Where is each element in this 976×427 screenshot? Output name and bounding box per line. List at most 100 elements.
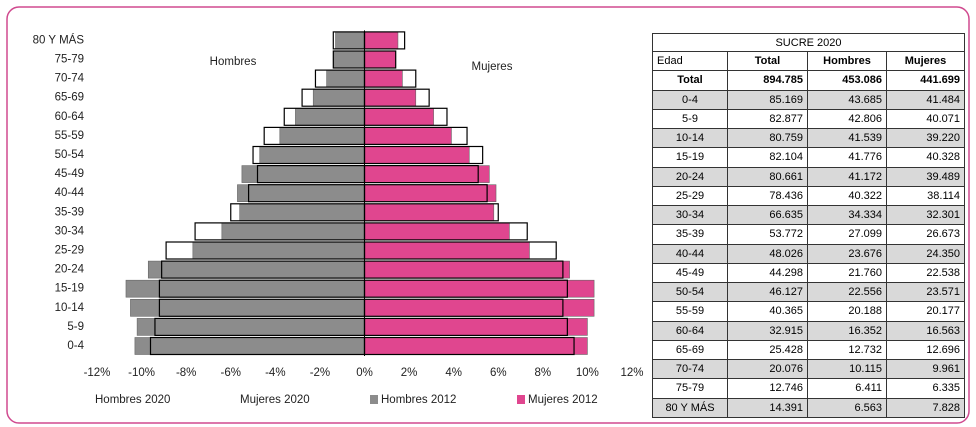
table-cell: 12.732 xyxy=(808,340,887,361)
table-cell: 441.699 xyxy=(887,71,965,91)
table-cell: 10.115 xyxy=(808,360,887,380)
table-cell: 0-4 xyxy=(652,90,728,110)
y-tick-label: 75-79 xyxy=(55,54,84,66)
table-cell: 6.411 xyxy=(808,379,887,399)
bar xyxy=(335,31,365,50)
y-tick-label: 20-24 xyxy=(55,264,85,276)
y-tick-label: 60-64 xyxy=(55,111,85,123)
legend-swatch xyxy=(517,395,525,404)
bar xyxy=(364,88,417,107)
y-tick-label: 25-29 xyxy=(55,245,84,257)
annotation: Hombres xyxy=(210,56,257,68)
legend-swatch xyxy=(370,395,378,404)
table-cell: 21.760 xyxy=(808,263,887,284)
frame xyxy=(6,6,970,424)
table-cell: 20-24 xyxy=(652,167,728,187)
table-cell: 82.877 xyxy=(728,109,808,130)
y-tick-label: 15-19 xyxy=(55,283,84,295)
x-tick-label: -4% xyxy=(265,367,285,379)
table-cell: 40-44 xyxy=(652,244,728,264)
y-tick-label: 35-39 xyxy=(55,206,84,218)
table-cell: 22.538 xyxy=(887,263,965,284)
table-cell: 894.785 xyxy=(728,71,808,91)
bar xyxy=(364,298,595,317)
table-cell: 41.776 xyxy=(808,148,887,168)
table-cell: 6.335 xyxy=(887,379,965,399)
table-cell: 75-79 xyxy=(652,379,728,399)
table-cell: Edad xyxy=(652,52,728,72)
table-cell: 39.220 xyxy=(887,129,965,149)
table-cell: 6.563 xyxy=(808,398,887,418)
table-cell: 41.172 xyxy=(808,167,887,187)
table-cell: 26.673 xyxy=(887,225,965,245)
table-cell: Total xyxy=(728,52,808,72)
bar xyxy=(364,260,570,279)
bar xyxy=(130,298,365,317)
table-cell: 12.696 xyxy=(887,340,965,361)
table-cell: Total xyxy=(652,71,728,91)
bar xyxy=(192,241,365,260)
table-cell: Mujeres xyxy=(887,52,965,72)
table-cell: 41.484 xyxy=(887,90,965,110)
table-cell: 24.350 xyxy=(887,244,965,264)
legend-label: Mujeres 2020 xyxy=(240,394,310,406)
y-tick-label: 40-44 xyxy=(55,187,85,199)
x-tick-label: 12% xyxy=(620,367,643,379)
table-cell: 20.177 xyxy=(887,302,965,322)
bar xyxy=(364,108,434,126)
legend-label: Hombres 2020 xyxy=(95,394,170,406)
table-cell: 44.298 xyxy=(728,263,808,284)
table-cell: 10-14 xyxy=(652,129,728,149)
table-cell: Hombres xyxy=(808,52,887,72)
table-cell: 7.828 xyxy=(887,398,965,418)
y-tick-label: 55-59 xyxy=(55,130,84,142)
bar xyxy=(364,184,497,202)
bar xyxy=(332,50,365,69)
table-cell: 16.352 xyxy=(808,321,887,341)
table-cell: 16.563 xyxy=(887,321,965,341)
table-cell: 32.915 xyxy=(728,321,808,341)
table-cell: 55-59 xyxy=(652,302,728,322)
table-cell: 45-49 xyxy=(652,263,728,284)
x-tick-label: -10% xyxy=(128,367,155,379)
table-cell: 80.661 xyxy=(728,167,808,187)
x-tick-label: 10% xyxy=(576,367,599,379)
table-cell: 43.685 xyxy=(808,90,887,110)
table-cell: 82.104 xyxy=(728,148,808,168)
x-tick-label: 2% xyxy=(401,367,418,379)
legend-label: Mujeres 2012 xyxy=(528,394,598,406)
table-cell: 40.365 xyxy=(728,302,808,322)
table-cell: 14.391 xyxy=(728,398,808,418)
bar xyxy=(364,203,495,222)
table-cell: 25.428 xyxy=(728,340,808,361)
table-cell: 27.099 xyxy=(808,225,887,245)
table-cell: 32.301 xyxy=(887,206,965,226)
bar xyxy=(364,50,397,69)
bar xyxy=(364,146,470,164)
table-cell: 85.169 xyxy=(728,90,808,110)
bar xyxy=(364,318,588,336)
table-cell: 80 Y MÁS xyxy=(652,398,728,418)
table-cell: 20.076 xyxy=(728,360,808,380)
table-cell: 25-29 xyxy=(652,186,728,207)
table-cell: 65-69 xyxy=(652,340,728,361)
x-tick-label: 0% xyxy=(356,367,373,379)
annotation: Mujeres xyxy=(472,61,513,73)
table-cell: 80.759 xyxy=(728,129,808,149)
table-cell: 70-74 xyxy=(652,360,728,380)
table-cell: 38.114 xyxy=(887,186,965,207)
bar xyxy=(237,184,365,202)
table-cell: 46.127 xyxy=(728,283,808,303)
table-cell: 60-64 xyxy=(652,321,728,341)
table-cell: 34.334 xyxy=(808,206,887,226)
table-cell: 23.676 xyxy=(808,244,887,264)
bar xyxy=(364,31,399,50)
bar xyxy=(279,127,365,145)
y-tick-label: 80 Y MÁS xyxy=(33,33,85,46)
table-cell: 53.772 xyxy=(728,225,808,245)
table-cell: 66.635 xyxy=(728,206,808,226)
x-tick-label: 4% xyxy=(445,367,462,379)
bar xyxy=(295,108,365,126)
x-tick-label: -8% xyxy=(176,367,196,379)
